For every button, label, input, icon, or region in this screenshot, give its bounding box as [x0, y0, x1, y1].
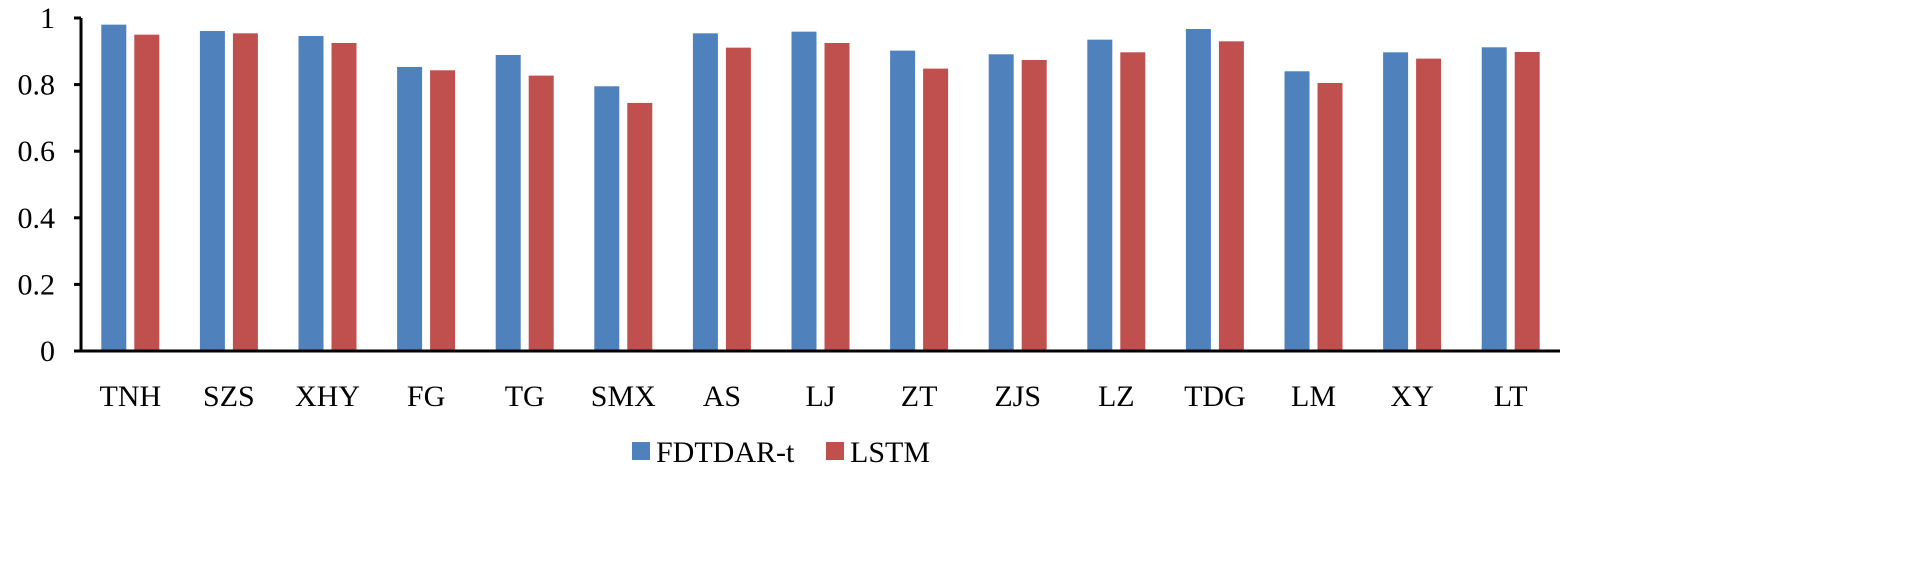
bar-lstm-smx [627, 102, 653, 351]
bar-fdtdar-t-tnh [101, 24, 127, 351]
x-tick-label: ZJS [994, 380, 1041, 413]
bar-lstm-zjs [1021, 59, 1047, 351]
x-tick-label: LT [1494, 380, 1528, 413]
x-tick-label: TDG [1184, 380, 1246, 413]
legend-label-lstm: LSTM [850, 436, 930, 469]
x-tick-label: SZS [203, 380, 255, 413]
x-labels: TNH SZS XHY FG TG SMX AS LJ ZT ZJS LZ TDG LM XY LT [99, 380, 1527, 413]
bars-group [101, 24, 1540, 352]
y-tick-label: 0 [40, 335, 55, 368]
y-tick-label: 0.8 [18, 69, 56, 102]
x-tick-label: TNH [99, 380, 161, 413]
bar-fdtdar-t-as [692, 33, 718, 352]
bar-lstm-fg [430, 70, 456, 351]
bar-lstm-szs [232, 33, 258, 352]
bar-lstm-lt [1514, 51, 1540, 351]
bar-lstm-as [725, 47, 751, 352]
bar-fdtdar-t-xhy [298, 35, 324, 352]
bar-fdtdar-t-zjs [988, 54, 1014, 352]
bar-fdtdar-t-lm [1284, 71, 1310, 351]
x-tick-label: SMX [591, 380, 656, 413]
bar-fdtdar-t-xy [1383, 52, 1409, 351]
x-tick-label: LM [1291, 380, 1336, 413]
legend-swatch-fdtdar-t [632, 442, 650, 460]
y-tick-label: 0.4 [18, 202, 56, 235]
x-tick-label: AS [703, 380, 741, 413]
bar-lstm-xy [1416, 58, 1442, 351]
legend-label-fdtdar-t: FDTDAR-t [656, 436, 795, 469]
y-tick-label: 0.2 [18, 268, 56, 301]
bar-lstm-zt [923, 68, 949, 351]
x-tick-label: LZ [1098, 380, 1135, 413]
bar-lstm-tdg [1218, 41, 1244, 352]
legend-swatch-lstm [826, 442, 844, 460]
bar-fdtdar-t-zt [890, 50, 916, 351]
bar-lstm-lz [1120, 52, 1146, 351]
x-tick-label: FG [407, 380, 445, 413]
y-tick-label: 0.6 [18, 135, 56, 168]
legend: FDTDAR-t LSTM [632, 436, 930, 469]
x-tick-label: LJ [806, 380, 836, 413]
bar-fdtdar-t-smx [594, 86, 620, 351]
bar-fdtdar-t-lz [1087, 39, 1113, 352]
bar-lstm-tg [528, 75, 554, 351]
y-ticks: 0 0.2 0.4 0.6 0.8 1 [18, 2, 81, 368]
x-tick-label: ZT [901, 380, 938, 413]
bar-fdtdar-t-lt [1481, 47, 1507, 351]
bar-lstm-lm [1317, 82, 1343, 351]
y-tick-label: 1 [40, 2, 55, 35]
x-tick-label: XHY [295, 380, 360, 413]
bar-fdtdar-t-tg [495, 54, 521, 351]
x-tick-label: XY [1390, 380, 1433, 413]
x-tick-label: TG [505, 380, 545, 413]
bar-fdtdar-t-szs [199, 30, 225, 351]
bar-fdtdar-t-lj [791, 31, 817, 351]
bar-fdtdar-t-tdg [1185, 28, 1211, 351]
bar-lstm-lj [824, 42, 850, 351]
bar-lstm-xhy [331, 42, 357, 351]
bar-lstm-tnh [134, 34, 160, 352]
bar-fdtdar-t-fg [397, 66, 423, 352]
